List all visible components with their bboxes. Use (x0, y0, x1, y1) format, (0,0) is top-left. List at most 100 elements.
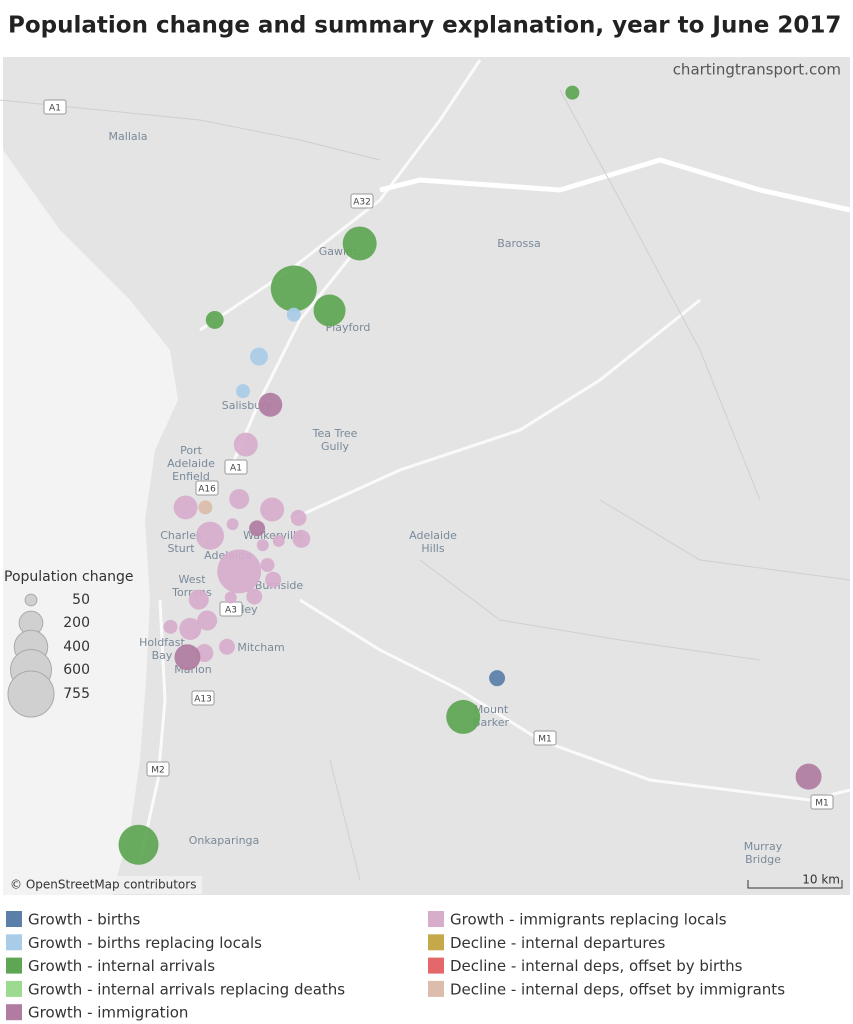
bubble (173, 495, 198, 520)
legend-swatch (6, 980, 22, 997)
color-legend: Growth - births Growth - births replacing… (6, 911, 785, 1022)
bubble (292, 529, 311, 548)
road-shield (191, 690, 215, 706)
place-label: Sturt (167, 542, 195, 555)
place-label: Murray (744, 840, 783, 853)
bubble (196, 521, 225, 550)
bubble (229, 489, 250, 510)
bubbles (118, 85, 822, 865)
bubble (218, 638, 235, 655)
legend-swatch (428, 980, 444, 997)
place-label: Charles (160, 529, 202, 542)
legend-swatch (6, 934, 22, 951)
road-label: M1 (815, 799, 829, 809)
legend-label: Decline - internal deps, offset by immig… (450, 980, 785, 998)
bubble (260, 497, 285, 522)
bubble (174, 644, 201, 671)
place-label: West (178, 573, 206, 586)
attribution: © OpenStreetMap contributors (10, 878, 196, 892)
place-label: Tea Tree (312, 427, 358, 440)
bubble (795, 763, 822, 790)
bubble (233, 432, 258, 457)
bubble (205, 310, 224, 329)
legend-swatch (428, 957, 444, 974)
title: Population change and summary explanatio… (8, 13, 841, 39)
bubble (270, 265, 317, 312)
bubble (197, 610, 218, 631)
legend-label: Growth - births replacing locals (28, 934, 262, 952)
bubble (249, 520, 266, 537)
legend-label: Growth - internal arrivals (28, 957, 215, 975)
road-shield (43, 99, 67, 115)
bubble (286, 307, 301, 322)
scale-bar (747, 880, 843, 889)
road-label: M1 (538, 735, 552, 745)
bubble (342, 226, 377, 261)
bubble (179, 617, 202, 640)
size-legend-label: 755 (63, 686, 90, 702)
size-legend-label: 200 (63, 615, 90, 631)
place-label: Holdfast (139, 636, 185, 649)
place-label: Adelaide (167, 457, 215, 470)
attribution-bg (6, 876, 202, 894)
bubble (565, 85, 580, 100)
bubble (256, 539, 269, 552)
legend-swatch (6, 911, 22, 927)
road-shield (350, 193, 374, 209)
bubble (224, 591, 237, 604)
place-label: Port (180, 444, 202, 457)
bubble (235, 384, 250, 399)
size-legend-circle (7, 670, 55, 718)
legend-label: Decline - internal deps, offset by birth… (450, 957, 743, 975)
place-label: Hills (421, 542, 444, 555)
place-label: Mallala (109, 130, 148, 143)
size-legend-circle (24, 593, 38, 607)
bubble (188, 589, 209, 610)
place-label: Gully (321, 440, 350, 453)
legend-label: Growth - internal arrivals replacing dea… (28, 980, 345, 998)
place-label: Barker (473, 716, 510, 729)
road-shield (224, 459, 248, 475)
road-shield (195, 480, 219, 496)
place-label: Bridge (745, 853, 781, 866)
roads (138, 59, 851, 861)
bubble (226, 518, 239, 531)
legend-swatch (6, 1004, 22, 1021)
place-label: Mitcham (237, 641, 284, 654)
road-label: A16 (198, 485, 216, 495)
legend-label: Decline - internal departures (450, 934, 665, 952)
bubble (260, 558, 275, 573)
road-shield (810, 794, 834, 810)
bubble (489, 670, 506, 687)
place-label: Mount (474, 703, 509, 716)
road-label: A1 (49, 104, 61, 114)
place-label: Onkaparinga (189, 834, 260, 847)
road-label: A13 (194, 695, 212, 705)
legend-label: Growth - immigration (28, 1004, 188, 1022)
road-label: M2 (151, 766, 165, 776)
watermark: chartingtransport.com (673, 61, 841, 79)
size-legend-title: Population change (4, 569, 134, 585)
size-legend-label: 600 (63, 662, 90, 678)
bubble (118, 824, 159, 865)
place-label: Adelaide (409, 529, 457, 542)
legend-label: Growth - immigrants replacing locals (450, 911, 727, 929)
road-label: A3 (225, 606, 237, 616)
legend-swatch (428, 911, 444, 927)
bubble (313, 294, 346, 327)
bubble (217, 549, 262, 594)
bubble (290, 509, 307, 526)
legend-swatch (6, 957, 22, 974)
bubble (246, 588, 263, 605)
minor-roads (0, 89, 851, 881)
road-shield (146, 761, 170, 777)
bubble (250, 347, 268, 366)
place-label: Bay (152, 649, 173, 662)
legend-swatch (428, 934, 444, 951)
bubble (265, 571, 282, 588)
bubble (163, 619, 178, 634)
place-label: Barossa (497, 237, 541, 250)
scale-label: 10 km (802, 873, 840, 887)
